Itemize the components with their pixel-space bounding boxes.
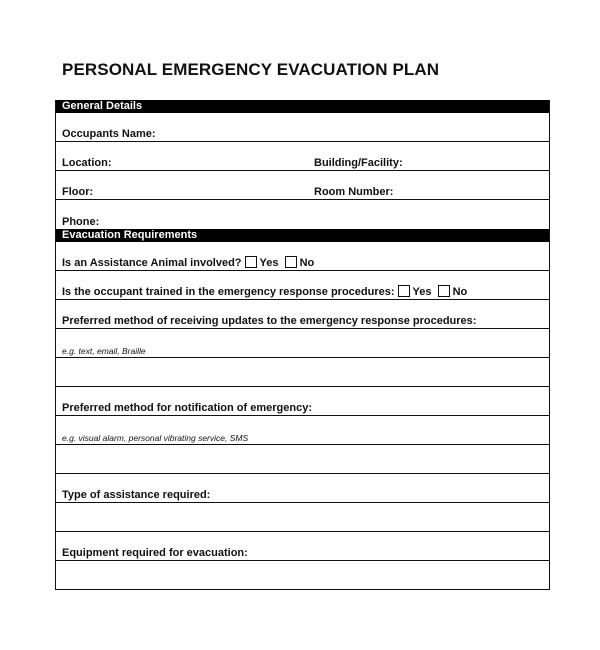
- location-label: Location:: [62, 157, 112, 169]
- section-header-evacuation: Evacuation Requirements: [56, 229, 549, 242]
- animal-no-label: No: [299, 257, 315, 269]
- equipment-field[interactable]: [56, 561, 549, 590]
- animal-yes-label: Yes: [259, 257, 279, 269]
- equipment-label: Equipment required for evacuation:: [62, 547, 248, 559]
- occupants-name-label: Occupants Name:: [62, 128, 156, 140]
- assistance-animal-row: Is an Assistance Animal involved? Yes No: [56, 242, 549, 271]
- trained-row: Is the occupant trained in the emergency…: [56, 271, 549, 300]
- floor-row[interactable]: Floor: Room Number:: [56, 171, 549, 200]
- assistance-type-row: Type of assistance required:: [56, 474, 549, 503]
- page-title: PERSONAL EMERGENCY EVACUATION PLAN: [62, 60, 440, 79]
- updates-method-row: Preferred method of receiving updates to…: [56, 300, 549, 329]
- occupants-name-field[interactable]: Occupants Name:: [56, 113, 549, 142]
- assistance-type-field[interactable]: [56, 503, 549, 532]
- evacuation-plan-form: General Details Occupants Name: Location…: [55, 100, 550, 590]
- updates-method-hint: e.g. text, email, Braille: [62, 346, 146, 356]
- phone-label: Phone:: [62, 216, 100, 228]
- section-header-general: General Details: [56, 100, 549, 113]
- assistance-type-label: Type of assistance required:: [62, 489, 211, 501]
- assistance-animal-label: Is an Assistance Animal involved?: [62, 257, 242, 269]
- updates-method-field[interactable]: e.g. text, email, Braille: [56, 329, 549, 358]
- trained-no-checkbox[interactable]: [437, 285, 450, 297]
- animal-no-checkbox[interactable]: [284, 256, 297, 268]
- trained-label: Is the occupant trained in the emergency…: [62, 286, 395, 298]
- trained-yes-label: Yes: [412, 286, 432, 298]
- floor-label: Floor:: [62, 186, 94, 198]
- equipment-row: Equipment required for evacuation:: [56, 532, 549, 561]
- room-number-label: Room Number:: [314, 186, 394, 198]
- location-row[interactable]: Location: Building/Facility:: [56, 142, 549, 171]
- phone-field[interactable]: Phone:: [56, 200, 549, 229]
- building-label: Building/Facility:: [314, 157, 403, 169]
- notification-method-field-2[interactable]: [56, 445, 549, 474]
- updates-method-field-2[interactable]: [56, 358, 549, 387]
- trained-yes-checkbox[interactable]: [397, 285, 410, 297]
- notification-method-row: Preferred method for notification of eme…: [56, 387, 549, 416]
- updates-method-label: Preferred method of receiving updates to…: [62, 315, 477, 327]
- notification-method-label: Preferred method for notification of eme…: [62, 402, 312, 414]
- trained-no-label: No: [452, 286, 468, 298]
- notification-method-field[interactable]: e.g. visual alarm, personal vibrating se…: [56, 416, 549, 445]
- animal-yes-checkbox[interactable]: [244, 256, 257, 268]
- notification-method-hint: e.g. visual alarm, personal vibrating se…: [62, 433, 249, 443]
